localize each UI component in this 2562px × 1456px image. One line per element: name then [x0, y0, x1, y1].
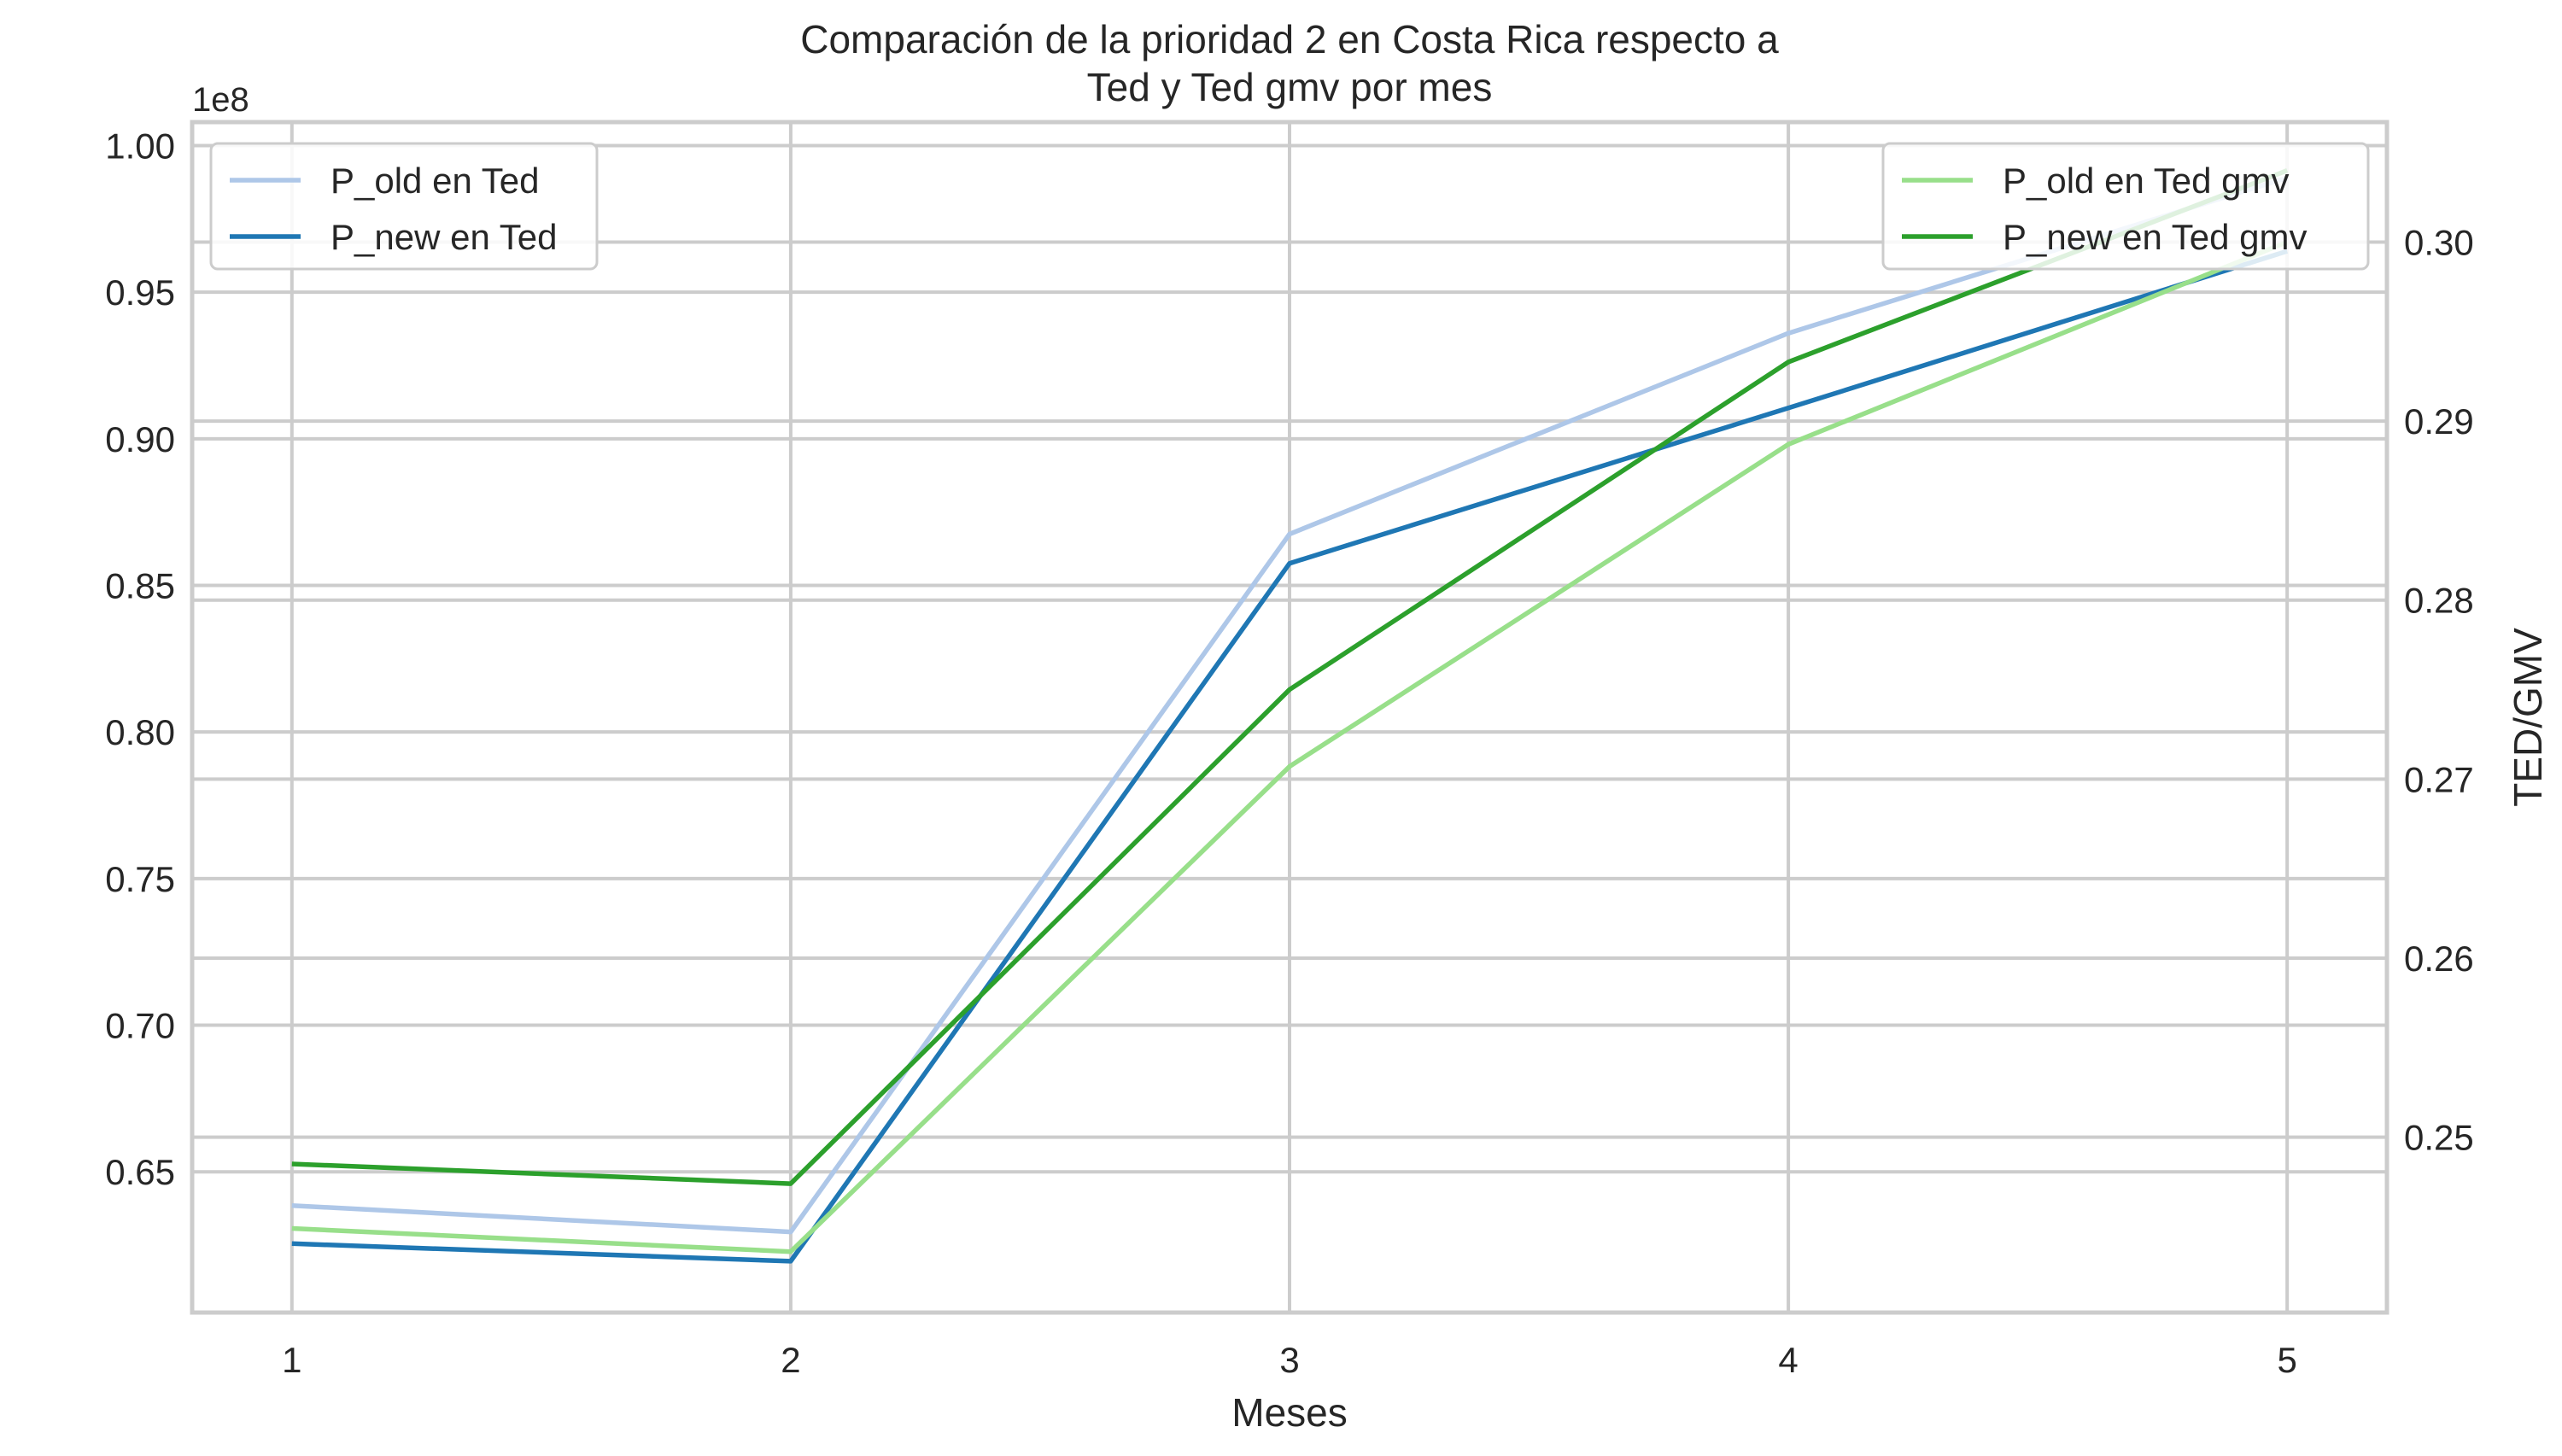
right-tick-labels: 0.25 0.26 0.27 0.28 0.29 0.30	[2404, 222, 2474, 1157]
series-line	[291, 168, 2289, 1186]
legend-label: P_old en Ted	[330, 161, 539, 201]
legend-box	[209, 142, 599, 271]
left-tick-label: 1.00	[105, 126, 175, 166]
x-tick-label: 4	[1778, 1340, 1798, 1380]
left-tick-label: 0.65	[105, 1152, 175, 1192]
x-gridlines	[290, 122, 2290, 1313]
left-tick-labels: 0.65 0.70 0.75 0.80 0.85 0.90 0.95 1.00	[105, 126, 175, 1192]
legend-label: P_new en Ted gmv	[2003, 217, 2307, 257]
x-tick-label: 2	[781, 1340, 800, 1380]
x-tick-label: 3	[1279, 1340, 1299, 1380]
x-axis-label: Meses	[1231, 1390, 1347, 1435]
left-axis-offset-text: 1e8	[192, 81, 249, 119]
right-tick-label: 0.26	[2404, 939, 2474, 979]
x-tick-labels: 1 2 3 4 5	[282, 1340, 2297, 1380]
right-tick-label: 0.25	[2404, 1118, 2474, 1158]
legend-box	[1881, 142, 2370, 271]
left-tick-label: 0.70	[105, 1006, 175, 1046]
left-tick-label: 0.80	[105, 712, 175, 752]
x-tick-label: 5	[2278, 1340, 2297, 1380]
right-tick-label: 0.30	[2404, 222, 2474, 262]
right-tick-label: 0.28	[2404, 581, 2474, 621]
chart-title-line-1: Comparación de la prioridad 2 en Costa R…	[800, 17, 1779, 61]
chart-title-line-2: Ted y Ted gmv por mes	[1087, 65, 1493, 109]
left-tick-label: 0.90	[105, 419, 175, 459]
x-tick-label: 1	[282, 1340, 301, 1380]
right-y-axis-label: TED/GMV	[2506, 628, 2550, 807]
series-line	[291, 249, 2289, 1264]
plot-frame	[190, 120, 2389, 1315]
left-tick-label: 0.85	[105, 565, 175, 605]
left-tick-label: 0.75	[105, 859, 175, 899]
legend-label: P_new en Ted	[330, 217, 557, 257]
right-tick-label: 0.27	[2404, 759, 2474, 799]
series-lines	[291, 168, 2289, 1264]
right-tick-label: 0.29	[2404, 401, 2474, 441]
legend-left-axis: P_old en Ted P_new en Ted	[209, 142, 599, 271]
left-tick-label: 0.95	[105, 272, 175, 313]
legend-label: P_old en Ted gmv	[2003, 161, 2289, 201]
series-line	[291, 239, 2289, 1254]
legend-right-axis: P_old en Ted gmv P_new en Ted gmv	[1881, 142, 2370, 271]
series-line	[291, 175, 2289, 1235]
